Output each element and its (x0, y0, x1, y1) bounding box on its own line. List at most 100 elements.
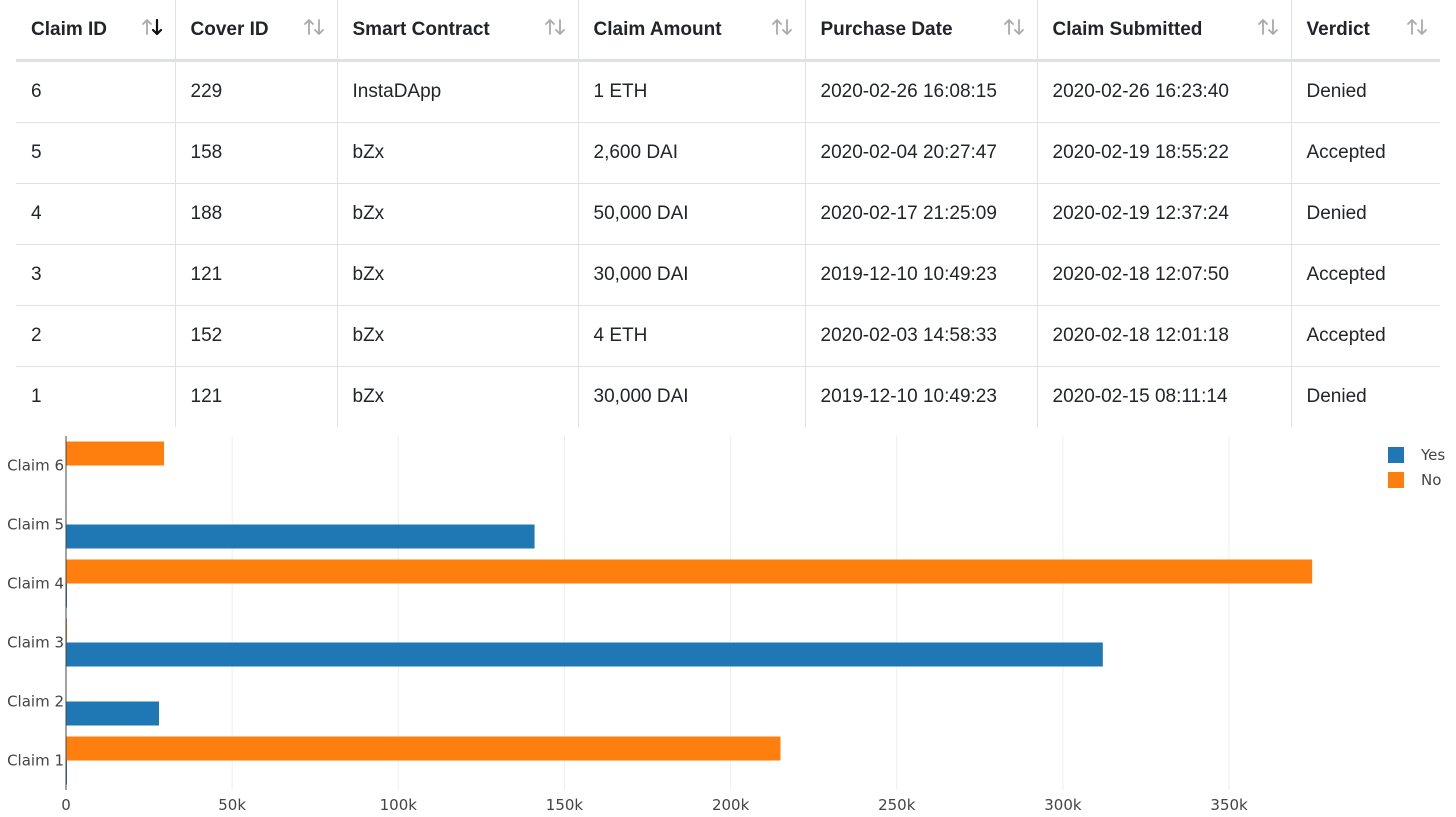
table-cell-verdict: Accepted (1290, 305, 1440, 367)
x-axis-labels: 0 50k 100k 150k 200k 250k 300k 350k (61, 796, 1248, 814)
column-header-label: Purchase Date (820, 18, 953, 40)
sort-icon[interactable] (771, 18, 793, 36)
table-cell-claim-submitted: 2020-02-15 08:11:14 (1036, 366, 1292, 427)
chart-gridlines (231, 436, 1230, 790)
table-cell-claim-submitted: 2020-02-19 12:37:24 (1036, 183, 1292, 245)
legend-item-yes[interactable]: Yes (1388, 446, 1445, 464)
table-cell-cover-id: 229 (174, 60, 338, 123)
bar-yes-claim-5[interactable] (66, 524, 535, 549)
bar-no-claim-1[interactable] (66, 736, 781, 761)
table-cell-cover-id: 158 (174, 122, 338, 184)
table-cell-smart-contract: bZx (336, 366, 579, 427)
table-cell-cover-id: 188 (174, 183, 338, 245)
column-header-cover-id[interactable]: Cover ID (174, 0, 338, 62)
column-header-smart-contract[interactable]: Smart Contract (336, 0, 579, 62)
table-cell-smart-contract: bZx (336, 244, 579, 306)
table-cell-purchase-date: 2020-02-04 20:27:47 (804, 122, 1038, 184)
sort-icon[interactable] (141, 18, 163, 36)
sort-icon[interactable] (544, 18, 566, 36)
column-header-label: Claim Submitted (1052, 18, 1203, 40)
table-cell-claim-amount: 30,000 DAI (577, 244, 806, 306)
x-tick-label: 200k (712, 796, 750, 814)
column-header-label: Claim ID (31, 18, 108, 40)
y-axis-labels: Claim 1 Claim 2 Claim 3 Claim 4 Claim 5 Claim… (7, 457, 64, 770)
legend-label: Yes (1420, 446, 1445, 464)
sort-icon[interactable] (303, 18, 325, 36)
bar-no-claim-4[interactable] (66, 559, 1313, 584)
bar-no-claim-6[interactable] (66, 441, 165, 466)
column-header-claim-id[interactable]: Claim ID (16, 0, 176, 62)
table-cell-verdict: Denied (1290, 183, 1440, 245)
table-cell-claim-submitted: 2020-02-19 18:55:22 (1036, 122, 1292, 184)
bar-yes-claim-2[interactable] (66, 701, 160, 726)
legend-swatch (1388, 447, 1404, 463)
table-cell-purchase-date: 2020-02-26 16:08:15 (804, 60, 1038, 123)
y-tick-label: Claim 3 (7, 634, 64, 652)
column-header-label: Verdict (1306, 18, 1370, 40)
table-cell-claim-amount: 2,600 DAI (577, 122, 806, 184)
column-header-label: Claim Amount (593, 18, 722, 40)
table-cell-claim-id: 5 (16, 122, 176, 184)
table-cell-claim-amount: 50,000 DAI (577, 183, 806, 245)
column-header-purchase-date[interactable]: Purchase Date (804, 0, 1038, 62)
y-tick-label: Claim 6 (7, 457, 64, 475)
column-header-label: Cover ID (190, 18, 269, 40)
sort-icon[interactable] (1257, 18, 1279, 36)
table-cell-verdict: Denied (1290, 60, 1440, 123)
x-tick-label: 50k (218, 796, 246, 814)
table-row: 3 121 bZx 30,000 DAI 2019-12-10 10:49:23 2020… (16, 244, 1440, 306)
table-cell-claim-submitted: 2020-02-18 12:01:18 (1036, 305, 1292, 367)
table-cell-purchase-date: 2019-12-10 10:49:23 (804, 366, 1038, 427)
table-cell-claim-id: 3 (16, 244, 176, 306)
table-cell-claim-id: 6 (16, 60, 176, 123)
x-tick-label: 350k (1210, 796, 1248, 814)
table-cell-claim-id: 2 (16, 305, 176, 367)
table-cell-claim-submitted: 2020-02-26 16:23:40 (1036, 60, 1292, 123)
column-header-claim-submitted[interactable]: Claim Submitted (1036, 0, 1292, 62)
sort-icon[interactable] (1406, 18, 1428, 36)
legend-label: No (1421, 471, 1441, 489)
table-cell-smart-contract: bZx (336, 122, 579, 184)
table-cell-cover-id: 121 (174, 244, 338, 306)
table-cell-smart-contract: InstaDApp (336, 60, 579, 123)
table-cell-claim-amount: 30,000 DAI (577, 366, 806, 427)
table-cell-verdict: Accepted (1290, 122, 1440, 184)
table-row: 5 158 bZx 2,600 DAI 2020-02-04 20:27:47 2020-… (16, 122, 1440, 184)
x-tick-label: 250k (878, 796, 916, 814)
table-cell-claim-amount: 4 ETH (577, 305, 806, 367)
table-cell-cover-id: 152 (174, 305, 338, 367)
table-cell-claim-id: 1 (16, 366, 176, 427)
y-tick-label: Claim 4 (7, 575, 64, 593)
legend-item-no[interactable]: No (1388, 471, 1441, 489)
x-tick-label: 0 (61, 796, 71, 814)
sort-icon[interactable] (1003, 18, 1025, 36)
table-cell-claim-id: 4 (16, 183, 176, 245)
bar-yes-claim-3[interactable] (66, 642, 1103, 667)
x-tick-label: 150k (546, 796, 584, 814)
x-tick-label: 100k (380, 796, 418, 814)
legend-swatch (1388, 472, 1404, 488)
chart-bars (66, 441, 1313, 785)
y-tick-label: Claim 5 (7, 516, 64, 534)
column-header-label: Smart Contract (352, 18, 490, 40)
column-header-verdict[interactable]: Verdict (1290, 0, 1440, 62)
table-cell-purchase-date: 2020-02-17 21:25:09 (804, 183, 1038, 245)
y-tick-label: Claim 2 (7, 693, 64, 711)
table-header-row: Claim ID Cover ID Smart Contract Claim Amou… (16, 0, 1440, 62)
chart-legend[interactable]: Yes No (1388, 446, 1445, 489)
table-cell-verdict: Accepted (1290, 244, 1440, 306)
table-cell-purchase-date: 2019-12-10 10:49:23 (804, 244, 1038, 306)
table-cell-smart-contract: bZx (336, 305, 579, 367)
table-row: 4 188 bZx 50,000 DAI 2020-02-17 21:25:09 2020… (16, 183, 1440, 245)
table-cell-cover-id: 121 (174, 366, 338, 427)
table-body: 6 229 InstaDApp 1 ETH 2020-02-26 16:08:15 202… (16, 60, 1440, 427)
claims-table: Claim ID Cover ID Smart Contract Claim Amou… (16, 0, 1440, 427)
table-row: 6 229 InstaDApp 1 ETH 2020-02-26 16:08:15 202… (16, 60, 1440, 123)
table-cell-purchase-date: 2020-02-03 14:58:33 (804, 305, 1038, 367)
table-row: 2 152 bZx 4 ETH 2020-02-03 14:58:33 2020-02-1… (16, 305, 1440, 367)
table-cell-verdict: Denied (1290, 366, 1440, 427)
table-cell-claim-amount: 1 ETH (577, 60, 806, 123)
table-cell-smart-contract: bZx (336, 183, 579, 245)
column-header-claim-amount[interactable]: Claim Amount (577, 0, 806, 62)
x-tick-label: 300k (1044, 796, 1082, 814)
